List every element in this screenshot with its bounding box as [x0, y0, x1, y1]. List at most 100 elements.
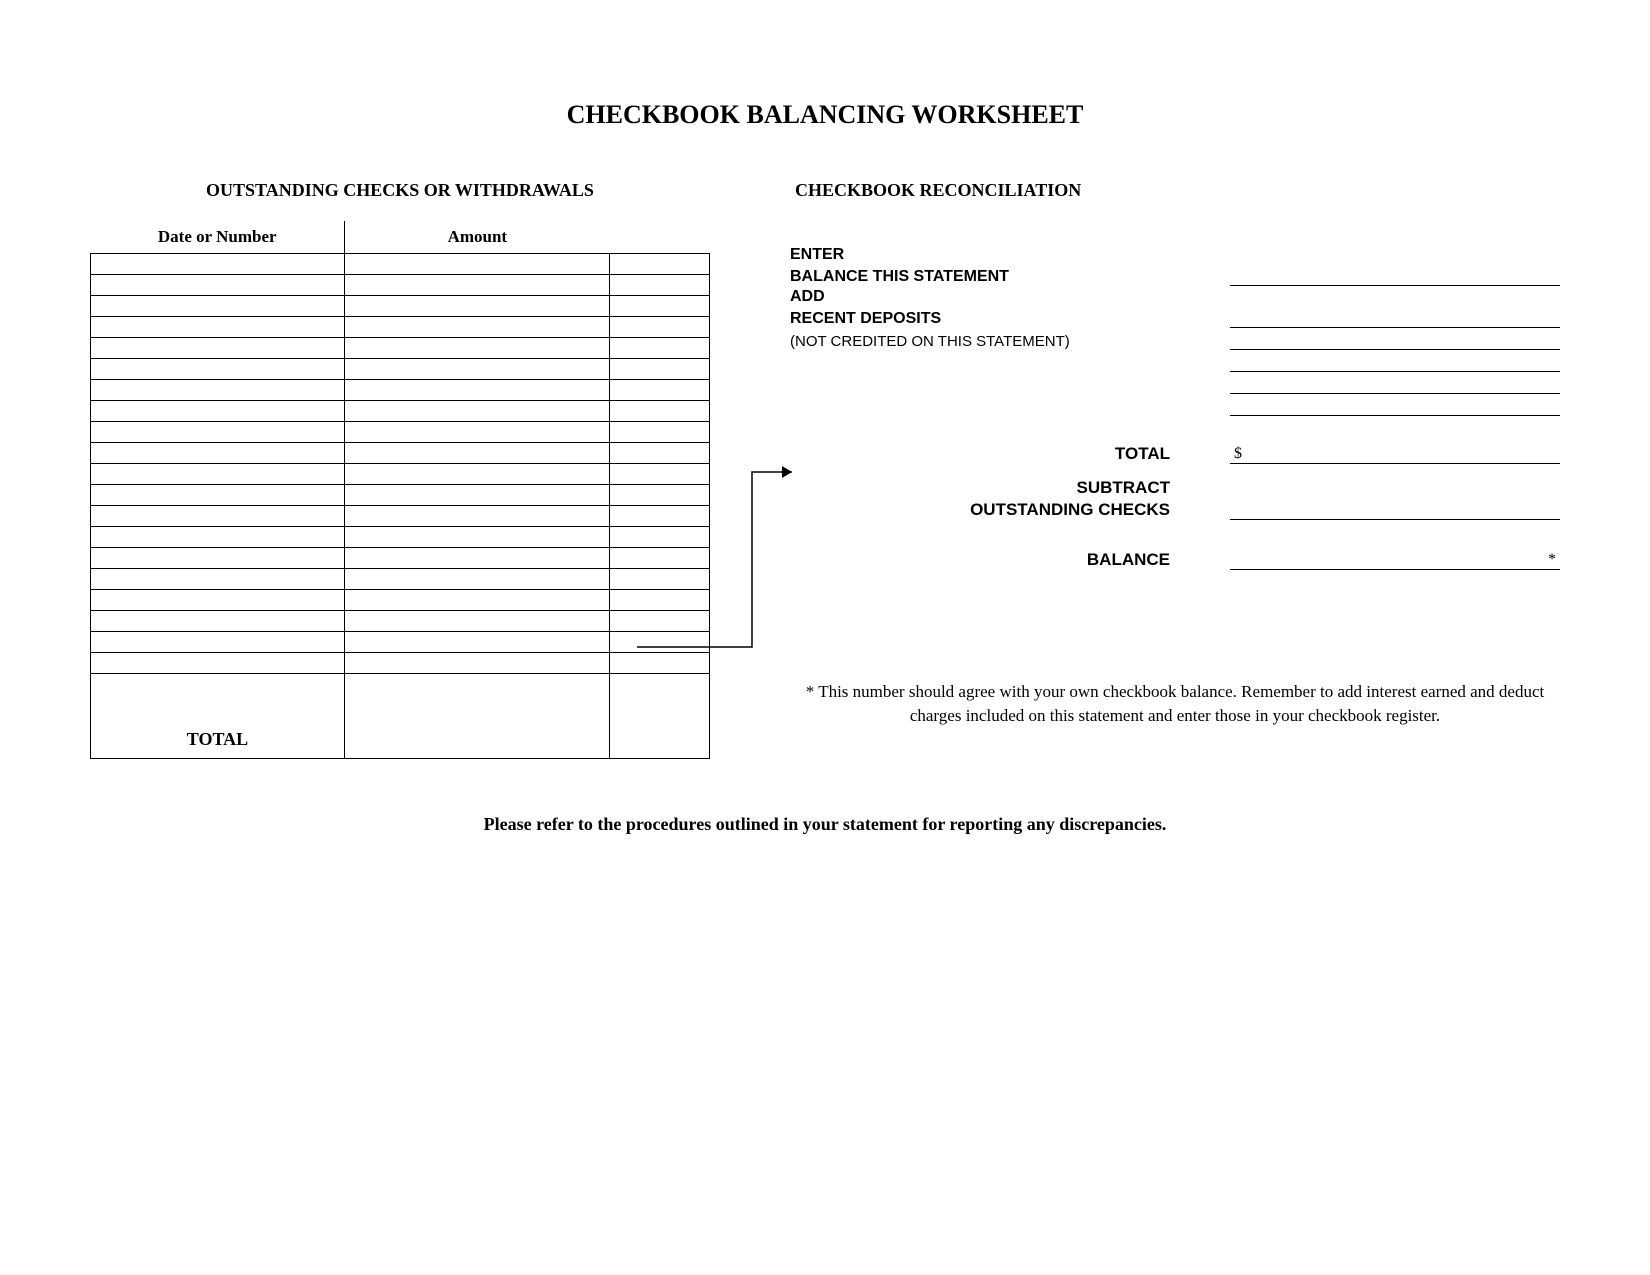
table-row: [91, 380, 710, 401]
table-cell[interactable]: [91, 548, 345, 569]
table-cell[interactable]: [610, 527, 710, 548]
deposit-line-4[interactable]: [1230, 374, 1560, 394]
balance-line[interactable]: *: [1230, 550, 1560, 570]
reconciliation-heading: CHECKBOOK RECONCILIATION: [795, 180, 1560, 201]
table-cell[interactable]: [91, 611, 345, 632]
table-cell[interactable]: [610, 317, 710, 338]
table-row: [91, 506, 710, 527]
total-cell[interactable]: [344, 674, 609, 759]
table-cell[interactable]: [344, 569, 609, 590]
table-cell[interactable]: [344, 254, 609, 275]
table-cell[interactable]: [344, 275, 609, 296]
table-cell[interactable]: [344, 653, 609, 674]
table-cell[interactable]: [91, 338, 345, 359]
table-cell[interactable]: [610, 296, 710, 317]
table-cell[interactable]: [91, 443, 345, 464]
table-row: [91, 611, 710, 632]
table-cell[interactable]: [91, 380, 345, 401]
total-cell[interactable]: [610, 674, 710, 759]
outstanding-line[interactable]: [1230, 500, 1560, 520]
table-cell[interactable]: [610, 590, 710, 611]
table-cell[interactable]: [610, 569, 710, 590]
add-row: ADD: [790, 288, 1560, 306]
deposit-line-5[interactable]: [1230, 396, 1560, 416]
deposit-line-3[interactable]: [1230, 352, 1560, 372]
table-cell[interactable]: [344, 443, 609, 464]
table-cell[interactable]: [344, 338, 609, 359]
table-cell[interactable]: [344, 317, 609, 338]
table-cell[interactable]: [344, 359, 609, 380]
table-cell[interactable]: [344, 527, 609, 548]
table-cell[interactable]: [610, 485, 710, 506]
table-cell[interactable]: [610, 359, 710, 380]
balance-statement-line[interactable]: [1230, 266, 1560, 286]
table-cell[interactable]: [610, 422, 710, 443]
table-row: [91, 632, 710, 653]
table-row: [91, 401, 710, 422]
subtract-label: SUBTRACT: [790, 478, 1230, 498]
table-row: [91, 359, 710, 380]
table-cell[interactable]: [344, 296, 609, 317]
table-row: [91, 296, 710, 317]
table-cell[interactable]: [610, 443, 710, 464]
table-cell[interactable]: [91, 527, 345, 548]
table-cell[interactable]: [610, 506, 710, 527]
deposit-line-2[interactable]: [1230, 330, 1560, 350]
table-cell[interactable]: [610, 254, 710, 275]
table-cell[interactable]: [91, 422, 345, 443]
balance-statement-row: BALANCE THIS STATEMENT: [790, 266, 1560, 286]
table-cell[interactable]: [344, 611, 609, 632]
table-cell[interactable]: [344, 422, 609, 443]
deposit-line-row: [790, 396, 1560, 416]
table-cell[interactable]: [91, 590, 345, 611]
outstanding-row: OUTSTANDING CHECKS: [790, 500, 1560, 520]
total-line[interactable]: $: [1230, 444, 1560, 464]
table-cell[interactable]: [91, 653, 345, 674]
enter-row: ENTER: [790, 246, 1560, 264]
table-row: [91, 422, 710, 443]
table-cell[interactable]: [610, 338, 710, 359]
table-cell[interactable]: [344, 464, 609, 485]
outstanding-heading: OUTSTANDING CHECKS OR WITHDRAWALS: [90, 180, 710, 201]
deposit-line-1[interactable]: [1230, 308, 1560, 328]
table-cell[interactable]: [91, 359, 345, 380]
table-cell[interactable]: [344, 590, 609, 611]
table-cell[interactable]: [91, 464, 345, 485]
table-cell[interactable]: [610, 632, 710, 653]
table-cell[interactable]: [91, 296, 345, 317]
table-cell[interactable]: [344, 548, 609, 569]
table-cell[interactable]: [610, 548, 710, 569]
table-row: [91, 275, 710, 296]
table-cell[interactable]: [344, 401, 609, 422]
deposit-line-row: [790, 352, 1560, 372]
table-cell[interactable]: [91, 254, 345, 275]
table-cell[interactable]: [91, 632, 345, 653]
total-label-cell: TOTAL: [91, 674, 345, 759]
table-cell[interactable]: [610, 653, 710, 674]
table-cell[interactable]: [344, 485, 609, 506]
recent-deposits-row: RECENT DEPOSITS: [790, 308, 1560, 328]
table-cell[interactable]: [344, 632, 609, 653]
table-row: [91, 569, 710, 590]
table-cell[interactable]: [610, 275, 710, 296]
bottom-note: Please refer to the procedures outlined …: [90, 814, 1560, 835]
table-cell[interactable]: [91, 569, 345, 590]
balance-asterisk: *: [1548, 551, 1556, 569]
table-cell[interactable]: [91, 401, 345, 422]
not-credited-row: (NOT CREDITED ON THIS STATEMENT): [790, 330, 1560, 350]
table-cell[interactable]: [610, 401, 710, 422]
table-cell[interactable]: [91, 275, 345, 296]
subtract-row: SUBTRACT: [790, 478, 1560, 498]
table-cell[interactable]: [91, 317, 345, 338]
table-cell[interactable]: [344, 380, 609, 401]
table-cell[interactable]: [91, 506, 345, 527]
table-cell[interactable]: [610, 380, 710, 401]
table-cell[interactable]: [344, 506, 609, 527]
total-label: TOTAL: [790, 444, 1230, 464]
footnote-text: * This number should agree with your own…: [790, 680, 1560, 728]
outstanding-label: OUTSTANDING CHECKS: [790, 500, 1230, 520]
table-cell[interactable]: [610, 611, 710, 632]
table-cell[interactable]: [610, 464, 710, 485]
col-header-amount: Amount: [344, 221, 609, 254]
table-cell[interactable]: [91, 485, 345, 506]
